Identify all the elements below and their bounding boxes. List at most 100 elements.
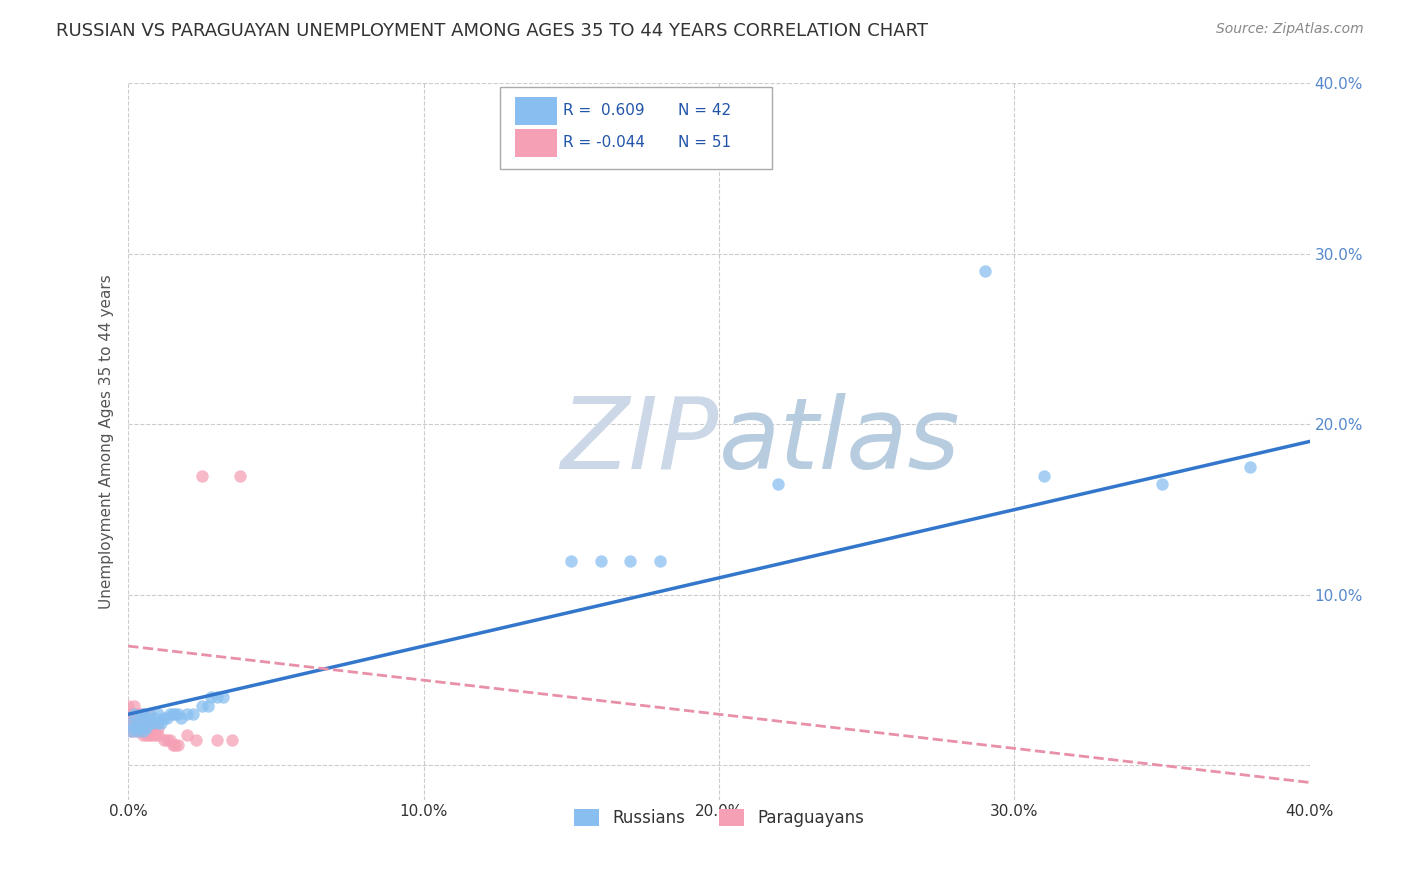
- Point: [152, 732, 174, 747]
- Point: [176, 728, 198, 742]
- Point: [117, 707, 139, 722]
- Text: R = -0.044: R = -0.044: [562, 136, 645, 151]
- Point: [141, 721, 163, 735]
- Point: [165, 707, 187, 722]
- Point: [117, 698, 139, 713]
- Point: [146, 707, 169, 722]
- Point: [205, 732, 228, 747]
- Point: [766, 477, 789, 491]
- Point: [211, 690, 233, 705]
- Point: [127, 707, 149, 722]
- Text: N = 42: N = 42: [678, 103, 731, 118]
- Point: [120, 707, 142, 722]
- Point: [186, 732, 208, 747]
- FancyBboxPatch shape: [515, 129, 557, 157]
- Point: [138, 715, 160, 730]
- Point: [129, 721, 152, 735]
- Point: [129, 707, 152, 722]
- Point: [170, 711, 193, 725]
- Point: [138, 707, 160, 722]
- Point: [135, 721, 157, 735]
- Point: [181, 707, 204, 722]
- Point: [132, 724, 155, 739]
- Point: [132, 715, 155, 730]
- Point: [167, 707, 190, 722]
- Point: [138, 707, 160, 722]
- Point: [120, 724, 142, 739]
- Point: [122, 721, 145, 735]
- Point: [1032, 468, 1054, 483]
- Point: [1239, 460, 1261, 475]
- Point: [146, 728, 169, 742]
- Point: [135, 711, 157, 725]
- FancyBboxPatch shape: [515, 97, 557, 125]
- Point: [127, 724, 149, 739]
- Text: Source: ZipAtlas.com: Source: ZipAtlas.com: [1216, 22, 1364, 37]
- Point: [205, 690, 228, 705]
- Point: [589, 554, 612, 568]
- Point: [122, 707, 145, 722]
- Point: [117, 707, 139, 722]
- Point: [221, 732, 243, 747]
- Point: [162, 738, 184, 752]
- Y-axis label: Unemployment Among Ages 35 to 44 years: Unemployment Among Ages 35 to 44 years: [100, 274, 114, 609]
- Point: [152, 711, 174, 725]
- Point: [129, 721, 152, 735]
- Point: [117, 715, 139, 730]
- Point: [120, 724, 142, 739]
- Point: [135, 715, 157, 730]
- Point: [143, 715, 166, 730]
- Point: [619, 554, 641, 568]
- Point: [129, 711, 152, 725]
- Point: [167, 738, 190, 752]
- Point: [122, 721, 145, 735]
- Point: [141, 728, 163, 742]
- Legend: Russians, Paraguayans: Russians, Paraguayans: [568, 803, 870, 834]
- Point: [122, 724, 145, 739]
- Point: [138, 728, 160, 742]
- Point: [127, 715, 149, 730]
- Point: [1150, 477, 1173, 491]
- Point: [162, 707, 184, 722]
- Point: [141, 715, 163, 730]
- Point: [560, 554, 582, 568]
- Text: RUSSIAN VS PARAGUAYAN UNEMPLOYMENT AMONG AGES 35 TO 44 YEARS CORRELATION CHART: RUSSIAN VS PARAGUAYAN UNEMPLOYMENT AMONG…: [56, 22, 928, 40]
- Point: [200, 690, 222, 705]
- Point: [132, 707, 155, 722]
- Text: atlas: atlas: [718, 393, 960, 490]
- Point: [138, 715, 160, 730]
- Point: [129, 724, 152, 739]
- Point: [973, 264, 995, 278]
- Point: [197, 698, 219, 713]
- Point: [120, 715, 142, 730]
- Point: [122, 707, 145, 722]
- Point: [156, 732, 179, 747]
- Point: [159, 732, 181, 747]
- Text: ZIP: ZIP: [561, 393, 718, 490]
- Point: [135, 728, 157, 742]
- Point: [143, 711, 166, 725]
- Point: [127, 724, 149, 739]
- Point: [165, 738, 187, 752]
- Point: [127, 721, 149, 735]
- FancyBboxPatch shape: [501, 87, 772, 169]
- Point: [156, 711, 179, 725]
- Point: [132, 707, 155, 722]
- Point: [159, 707, 181, 722]
- Point: [122, 698, 145, 713]
- Text: N = 51: N = 51: [678, 136, 731, 151]
- Point: [132, 728, 155, 742]
- Point: [127, 711, 149, 725]
- Point: [143, 728, 166, 742]
- Point: [122, 715, 145, 730]
- Point: [120, 715, 142, 730]
- Point: [117, 715, 139, 730]
- Point: [176, 707, 198, 722]
- Text: R =  0.609: R = 0.609: [562, 103, 644, 118]
- Point: [117, 715, 139, 730]
- Point: [138, 721, 160, 735]
- Point: [648, 554, 671, 568]
- Point: [191, 698, 214, 713]
- Point: [132, 724, 155, 739]
- Point: [141, 715, 163, 730]
